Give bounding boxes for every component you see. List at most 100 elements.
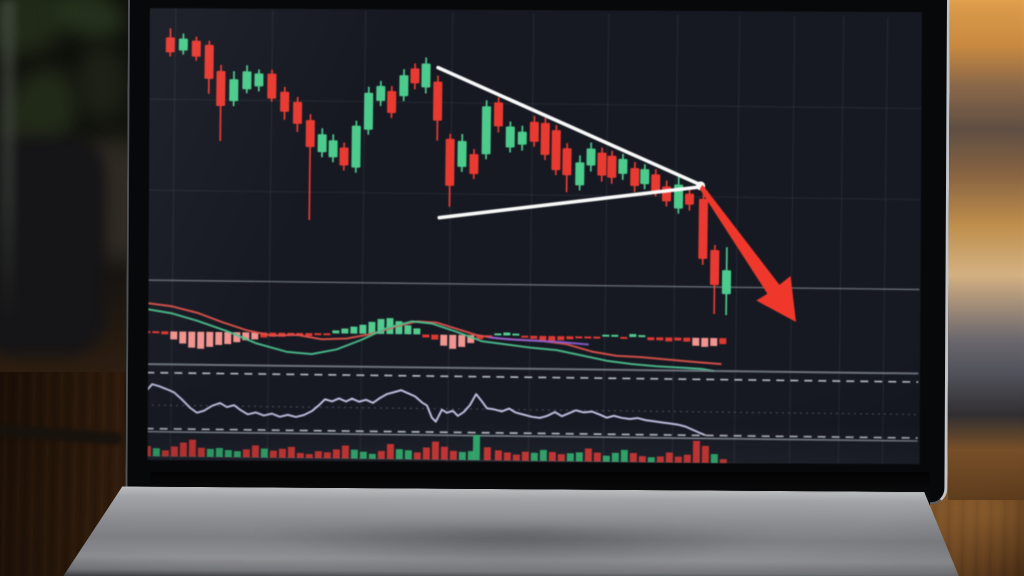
volume-bar bbox=[395, 449, 403, 460]
macd-bar bbox=[584, 336, 592, 339]
macd-panel bbox=[147, 302, 727, 373]
macd-bar bbox=[251, 332, 259, 340]
candle-down bbox=[661, 186, 672, 202]
plant-leaf bbox=[78, 46, 126, 118]
macd-line-purple bbox=[488, 336, 589, 346]
volume-bar bbox=[503, 452, 511, 461]
candle-up bbox=[481, 106, 492, 155]
candle-down bbox=[597, 152, 607, 176]
macd-bar bbox=[440, 334, 448, 346]
macd-bar bbox=[413, 328, 421, 335]
candle-down bbox=[292, 101, 303, 124]
macd-bar bbox=[647, 337, 655, 341]
macd-bar bbox=[710, 337, 718, 347]
volume-bar bbox=[472, 435, 481, 461]
breakdown-arrow bbox=[699, 184, 797, 323]
volume-bar bbox=[512, 454, 520, 461]
volume-bar bbox=[521, 451, 529, 461]
macd-bar bbox=[530, 335, 538, 339]
macd-bar bbox=[147, 331, 151, 334]
candle-up bbox=[376, 85, 386, 101]
candle-down bbox=[630, 168, 640, 187]
macd-bar bbox=[674, 337, 682, 341]
volume-bar bbox=[530, 452, 538, 461]
volume-panel bbox=[147, 435, 918, 465]
volume-bar bbox=[692, 440, 701, 463]
volume-bar bbox=[161, 450, 169, 457]
volume-bar bbox=[620, 449, 628, 462]
volume-bar bbox=[611, 452, 619, 462]
volume-bar bbox=[602, 455, 610, 462]
volume-bar bbox=[260, 448, 268, 458]
macd-bar bbox=[512, 333, 520, 336]
volume-bar bbox=[539, 449, 547, 461]
background-right-lamp-glow bbox=[948, 0, 1024, 500]
volume-bar bbox=[665, 452, 673, 463]
macd-bar bbox=[620, 336, 628, 339]
candle-down bbox=[339, 147, 349, 166]
macd-bar bbox=[161, 331, 169, 335]
macd-bar bbox=[170, 331, 178, 340]
volume-bar bbox=[341, 445, 349, 459]
volume-bar bbox=[656, 456, 664, 463]
candle-down bbox=[280, 91, 290, 112]
candle-down bbox=[204, 44, 214, 79]
volume-bar bbox=[197, 447, 205, 457]
volume-bar bbox=[147, 446, 151, 457]
macd-bar bbox=[503, 332, 511, 336]
candle-down bbox=[651, 174, 661, 192]
volume-bar bbox=[548, 452, 556, 462]
volume-bar bbox=[305, 454, 313, 459]
macd-bar bbox=[701, 337, 709, 347]
candle-up bbox=[618, 158, 628, 174]
macd-bar bbox=[593, 336, 601, 339]
macd-bar bbox=[719, 338, 727, 345]
candle-down bbox=[607, 155, 617, 178]
volume-bar bbox=[386, 444, 394, 460]
volume-bar bbox=[683, 454, 691, 463]
macd-bar bbox=[521, 335, 529, 338]
candle-up bbox=[575, 162, 585, 186]
volume-bar bbox=[449, 450, 457, 460]
macd-bar bbox=[566, 336, 574, 340]
macd-bar bbox=[458, 334, 466, 347]
macd-bar bbox=[395, 321, 403, 335]
volume-bar bbox=[359, 451, 367, 459]
macd-bar bbox=[692, 337, 700, 346]
volume-bar bbox=[215, 447, 223, 458]
candle-up bbox=[517, 131, 527, 145]
volume-bar bbox=[638, 456, 646, 463]
volume-bar bbox=[179, 442, 187, 457]
volume-bar bbox=[629, 453, 637, 463]
candle-up bbox=[721, 270, 732, 295]
candle-down bbox=[165, 37, 175, 53]
candle-up bbox=[351, 125, 361, 168]
candle-down bbox=[267, 73, 277, 99]
volume-bar bbox=[206, 448, 214, 457]
volume-bar bbox=[404, 450, 412, 460]
volume-bar bbox=[440, 446, 448, 460]
candle-up bbox=[317, 134, 327, 153]
volume-bar bbox=[224, 450, 232, 458]
volume-bar bbox=[287, 446, 295, 458]
macd-line-green bbox=[147, 308, 715, 373]
background-edge-highlight bbox=[0, 0, 16, 330]
volume-bar bbox=[575, 452, 583, 462]
volume-bar bbox=[710, 453, 718, 464]
candle-down bbox=[709, 249, 720, 286]
candlestick-chart bbox=[147, 8, 922, 465]
macd-bar bbox=[575, 336, 583, 339]
laptop-keyboard-deck bbox=[63, 486, 962, 576]
macd-bar bbox=[215, 331, 223, 346]
chart-layers bbox=[147, 8, 922, 465]
candle-up bbox=[242, 71, 252, 90]
macd-bar bbox=[665, 337, 673, 342]
macd-bar bbox=[548, 336, 556, 342]
volume-bar bbox=[323, 452, 331, 459]
macd-bar bbox=[431, 334, 439, 340]
macd-bar bbox=[683, 337, 691, 342]
macd-bar bbox=[602, 334, 610, 337]
volume-bar bbox=[242, 449, 250, 458]
candle-down bbox=[445, 138, 455, 186]
volume-bar bbox=[296, 452, 304, 459]
